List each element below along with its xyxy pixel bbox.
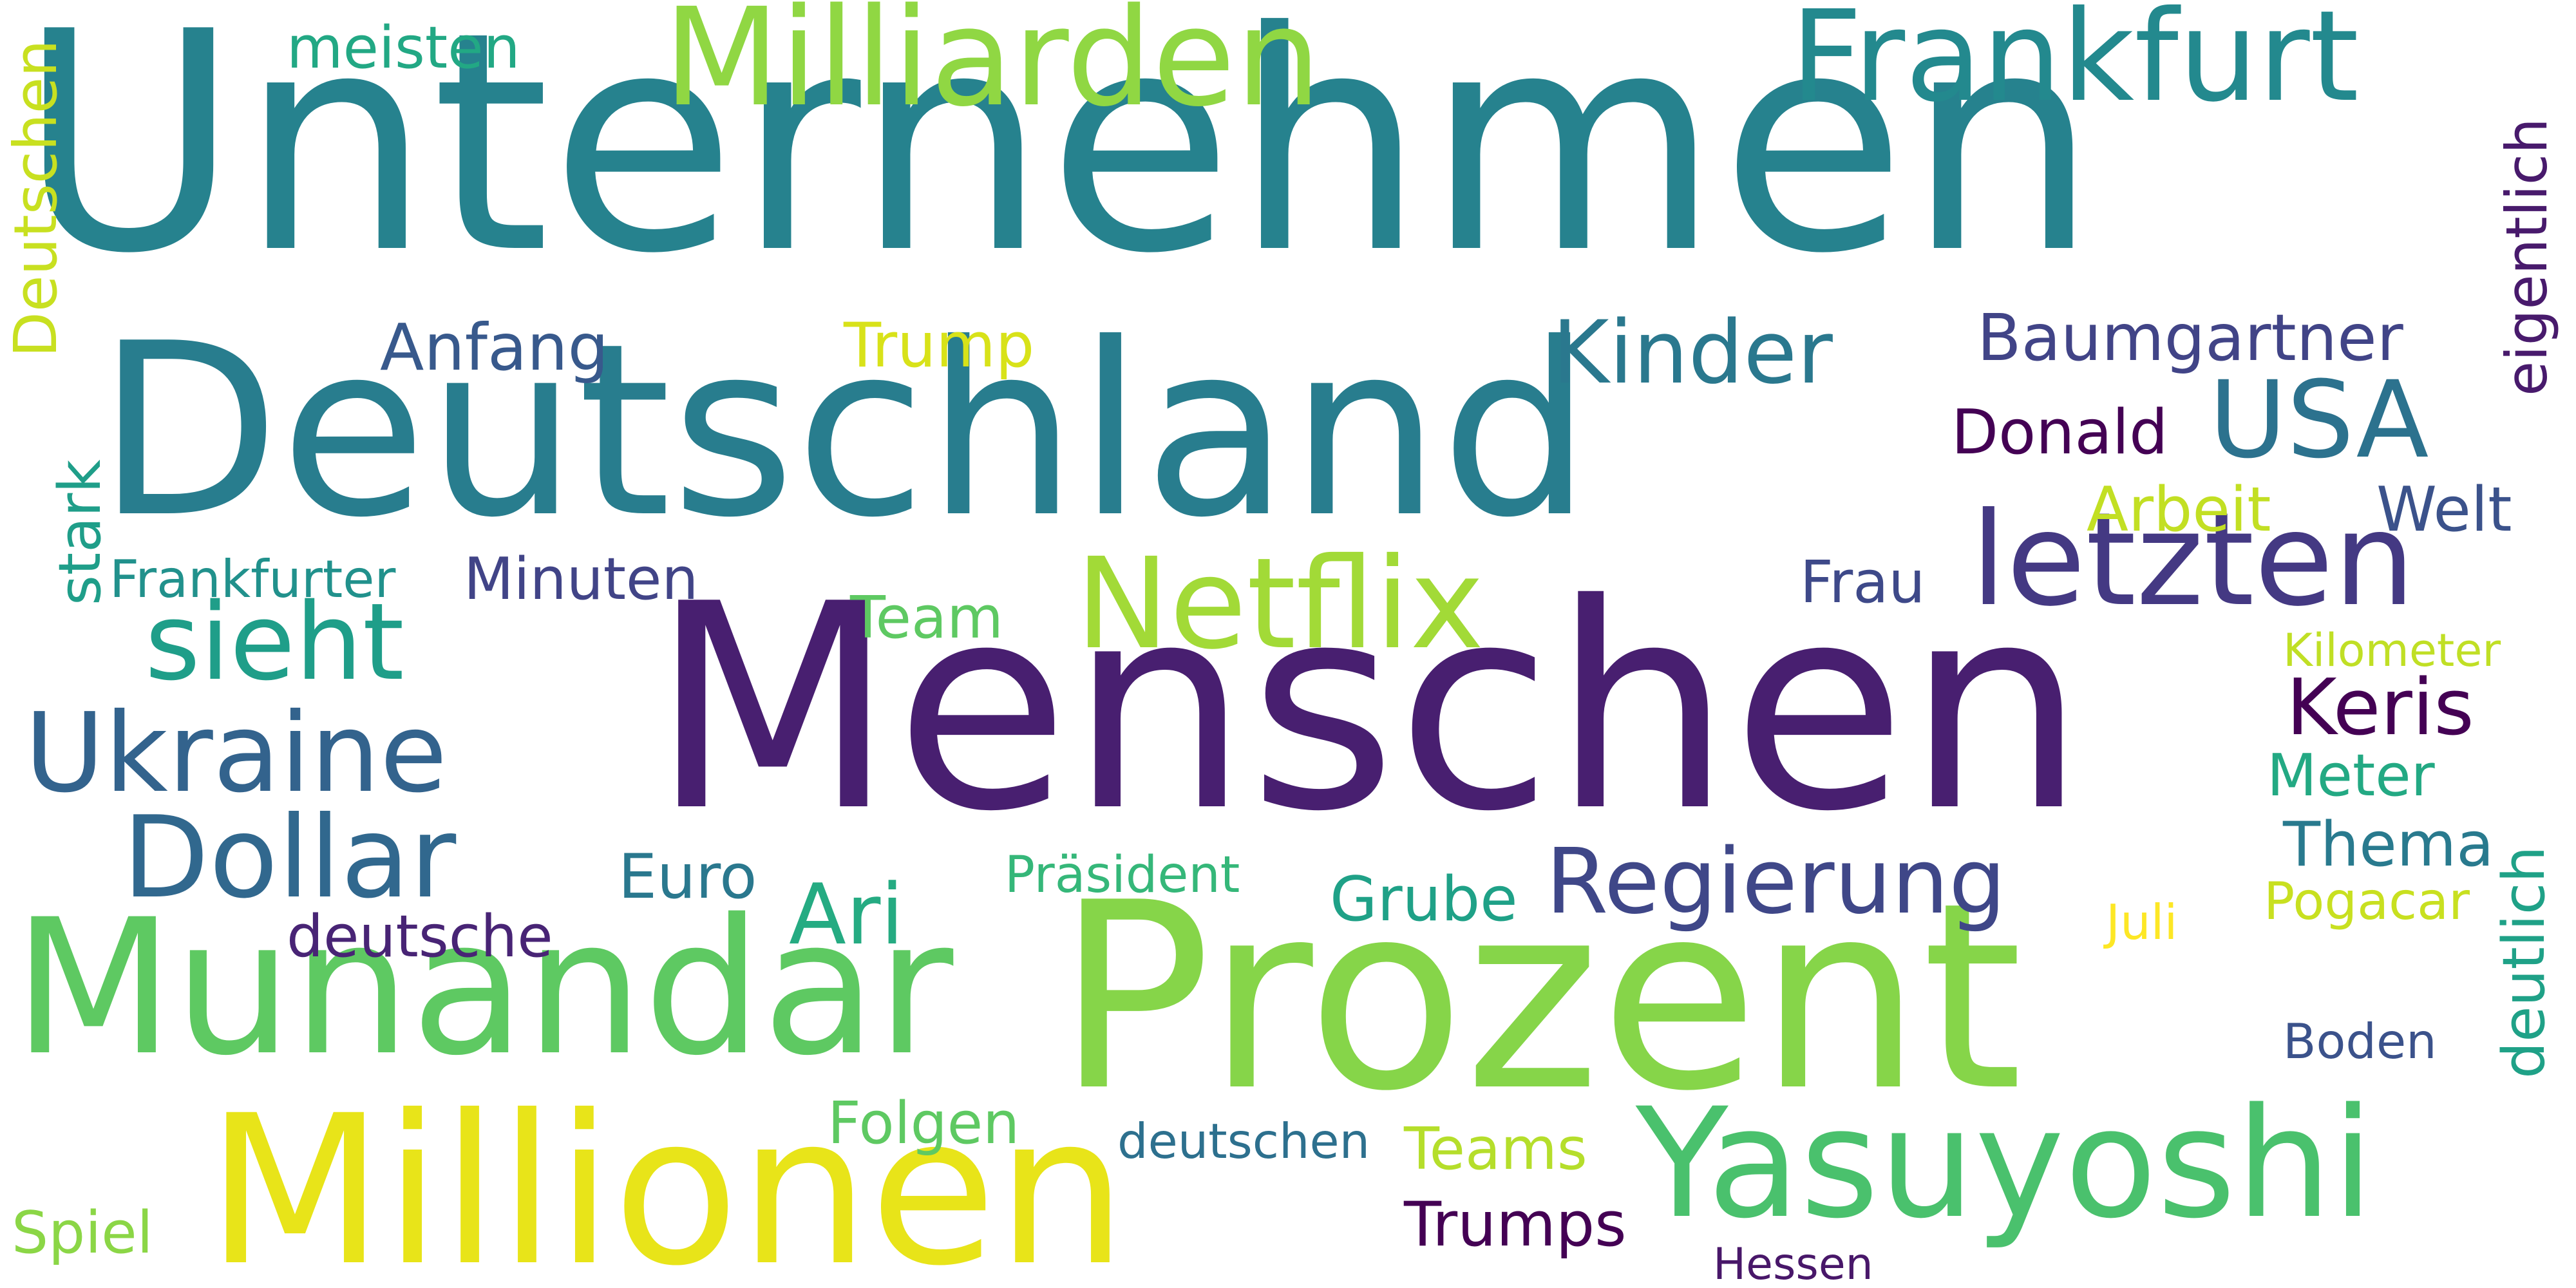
word-milliarden: Milliarden [663, 0, 1321, 137]
word-ukraine: Ukraine [24, 690, 448, 817]
word-deutlich: deutlich [2490, 846, 2558, 1079]
word-meisten: meisten [287, 14, 520, 82]
word-euro: Euro [618, 842, 757, 913]
word-eigentlich: eigentlich [2494, 118, 2560, 396]
word-thema: Thema [2283, 810, 2494, 880]
word-donald: Donald [1951, 397, 2168, 468]
word-juli: Juli [2106, 894, 2178, 951]
word-minuten: Minuten [464, 545, 699, 613]
word-meter: Meter [2267, 742, 2435, 810]
word-spiel: Spiel [12, 1199, 153, 1267]
word-dollar: Dollar [122, 793, 457, 923]
word-deutsche: deutsche [287, 903, 553, 971]
word-trump: Trump [844, 310, 1035, 381]
word-munandar: Munandar [13, 880, 954, 1097]
word-pogacar: Pogacar [2264, 871, 2470, 931]
word-unternehmen: Unternehmen [18, 0, 2099, 319]
word-anfang: Anfang [380, 310, 609, 385]
word-menschen: Menschen [650, 544, 2086, 873]
word-netflix: Netflix [1075, 531, 1484, 677]
word-deutschen-vertical: Deutschen [1, 39, 70, 357]
word-deutschen: deutschen [1117, 1113, 1370, 1170]
word-deutschland: Deutschland [97, 293, 1592, 570]
word-frau: Frau [1800, 549, 1926, 616]
word-kilometer: Kilometer [2283, 624, 2501, 677]
word-welt: Welt [2376, 475, 2512, 545]
word-usa: USA [2209, 358, 2429, 482]
word-folgen: Folgen [828, 1090, 1020, 1157]
word-regierung: Regierung [1546, 829, 2006, 934]
word-team: Team [850, 584, 1003, 652]
word-ari: Ari [789, 866, 904, 963]
word-yasuyoshi: Yasuyoshi [1636, 1076, 2374, 1252]
word-frankfurt: Frankfurt [1790, 0, 2360, 129]
word-teams: Teams [1404, 1115, 1587, 1183]
word-frankfurter: Frankfurter [109, 549, 396, 609]
word-keris: Keris [2286, 663, 2474, 753]
word-sieht: sieht [145, 580, 404, 704]
word-praesident: Präsident [1005, 846, 1240, 904]
word-prozent: Prozent [1056, 848, 2023, 1148]
word-grube: Grube [1330, 864, 1518, 935]
word-arbeit: Arbeit [2087, 475, 2271, 545]
word-boden: Boden [2283, 1013, 2437, 1070]
word-trumps: Trumps [1404, 1189, 1627, 1260]
word-millionen: Millionen [206, 1072, 1127, 1288]
word-hessen: Hessen [1713, 1239, 1873, 1288]
word-baumgartner: Baumgartner [1977, 300, 2403, 375]
word-stark: stark [46, 459, 114, 605]
word-kinder: Kinder [1552, 302, 1833, 403]
word-letzten: letzten [1971, 485, 2416, 635]
